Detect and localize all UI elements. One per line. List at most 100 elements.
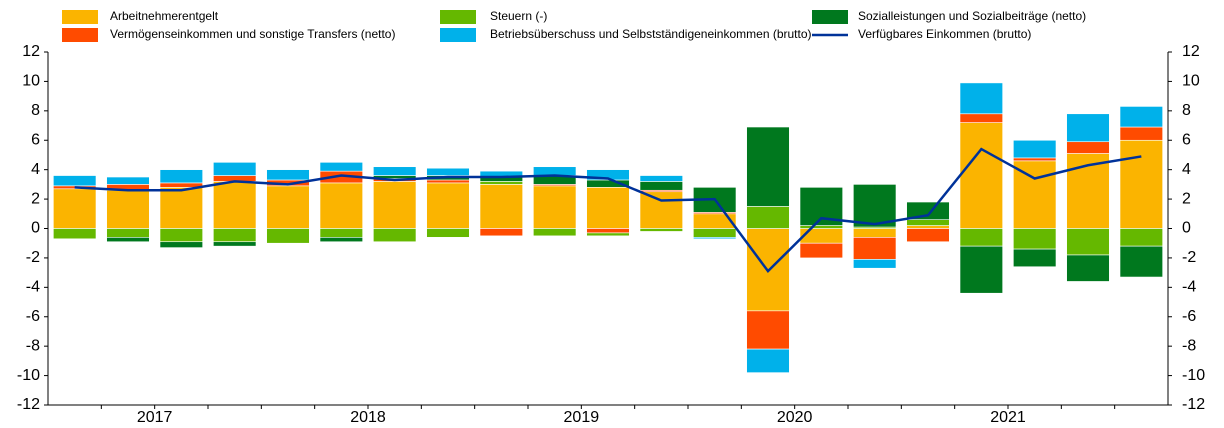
- bar-segment: [319, 182, 363, 229]
- x-year-label: 2019: [564, 409, 600, 426]
- legend-label: Sozialleistungen und Sozialbeiträge (net…: [858, 9, 1086, 23]
- legend-swatch: [812, 10, 848, 24]
- bar-segment: [479, 184, 523, 229]
- y-tick-label: 4: [31, 161, 40, 178]
- legend-label: Steuern (-): [490, 9, 547, 23]
- y-tick-label: -2: [26, 249, 40, 266]
- bar-segment: [853, 259, 897, 269]
- bar-segment: [426, 228, 470, 238]
- y2-tick-label: 4: [1182, 161, 1191, 178]
- y-tick-label: -12: [17, 396, 40, 413]
- bar-segment: [373, 181, 417, 229]
- bar-segment: [746, 310, 790, 350]
- bar-segment: [853, 228, 897, 238]
- bar-segment: [1013, 157, 1057, 162]
- x-year-label: 2017: [137, 409, 173, 426]
- bar-segment: [1013, 160, 1057, 229]
- bar-segment: [53, 188, 97, 229]
- bar-segment: [426, 179, 470, 184]
- bar-segment: [693, 237, 737, 240]
- bar-segment: [853, 184, 897, 228]
- bar-segment: [799, 225, 843, 229]
- bar-segment: [639, 181, 683, 191]
- bar-segment: [906, 228, 950, 243]
- bar-segment: [106, 237, 150, 243]
- bar-segment: [1066, 228, 1110, 256]
- bar-segment: [266, 169, 310, 181]
- legend-swatch: [62, 28, 98, 42]
- bar-segment: [53, 175, 97, 187]
- legend-label: Verfügbares Einkommen (brutto): [858, 27, 1031, 41]
- bar-segment: [1119, 245, 1163, 278]
- bar-segment: [959, 82, 1003, 115]
- y-tick-label: 0: [31, 220, 40, 237]
- bar-segment: [533, 166, 577, 176]
- bar-segment: [799, 242, 843, 259]
- y-tick-label: 12: [22, 43, 40, 60]
- bar-segment: [1066, 113, 1110, 143]
- bar-segment: [799, 228, 843, 244]
- bar-segment: [53, 228, 97, 240]
- y2-tick-label: 2: [1182, 190, 1191, 207]
- bar-segment: [853, 237, 897, 260]
- y-tick-label: 6: [31, 131, 40, 148]
- bar-segment: [159, 228, 203, 243]
- y2-tick-label: -2: [1182, 249, 1196, 266]
- bar-segment: [746, 348, 790, 373]
- bar-segment: [106, 228, 150, 238]
- bar-segment: [586, 187, 630, 229]
- y2-tick-label: 10: [1182, 73, 1200, 90]
- bar-segment: [586, 232, 630, 237]
- legend-label: Arbeitnehmerentgelt: [110, 9, 219, 23]
- y2-tick-label: 12: [1182, 43, 1200, 60]
- x-year-label: 2018: [350, 409, 386, 426]
- bar-segment: [373, 228, 417, 243]
- bar-segment: [1013, 139, 1057, 159]
- bar-segment: [213, 228, 257, 243]
- bar-segment: [959, 122, 1003, 229]
- bar-segment: [1013, 248, 1057, 268]
- bar-segment: [213, 181, 257, 229]
- y-tick-label: -8: [26, 337, 40, 354]
- bar-segment: [746, 206, 790, 229]
- bar-segment: [586, 228, 630, 234]
- bar-segment: [906, 201, 950, 220]
- y2-tick-label: -6: [1182, 308, 1196, 325]
- bar-segment: [533, 185, 577, 229]
- y-tick-label: -4: [26, 279, 40, 296]
- legend-swatch: [440, 10, 476, 24]
- bar-segment: [639, 175, 683, 182]
- bar-segment: [1066, 254, 1110, 282]
- bar-segment: [693, 228, 737, 238]
- bar-segment: [746, 126, 790, 207]
- bar-segment: [1119, 106, 1163, 128]
- bar-segment: [1119, 228, 1163, 247]
- bar-segment: [159, 187, 203, 229]
- y2-tick-label: 6: [1182, 131, 1191, 148]
- bar-segment: [639, 191, 683, 229]
- y-tick-label: 2: [31, 190, 40, 207]
- bar-segment: [159, 169, 203, 184]
- bar-segment: [319, 228, 363, 238]
- y2-tick-label: -8: [1182, 337, 1196, 354]
- bar-segment: [959, 245, 1003, 294]
- x-year-label: 2020: [777, 409, 813, 426]
- legend-label: Betriebsüberschuss und Selbstständigenei…: [490, 27, 812, 41]
- bar-segment: [266, 185, 310, 229]
- bar-segment: [159, 241, 203, 248]
- y2-tick-label: 8: [1182, 102, 1191, 119]
- y2-tick-label: -10: [1182, 367, 1205, 384]
- bar-segment: [266, 228, 310, 244]
- y-tick-label: 10: [22, 73, 40, 90]
- bar-segment: [639, 228, 683, 232]
- bar-segment: [213, 162, 257, 176]
- y2-tick-label: -4: [1182, 279, 1196, 296]
- bar-segment: [959, 113, 1003, 123]
- bar-segment: [533, 228, 577, 237]
- legend-label: Vermögenseinkommen und sonstige Transfer…: [110, 27, 395, 41]
- bar-segment: [1066, 141, 1110, 154]
- y2-tick-label: 0: [1182, 220, 1191, 237]
- y2-tick-label: -12: [1182, 396, 1205, 413]
- legend-swatch: [62, 10, 98, 24]
